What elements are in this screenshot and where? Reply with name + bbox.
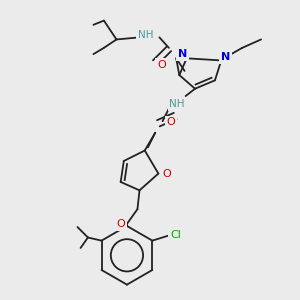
Text: O: O <box>167 117 175 127</box>
Text: Cl: Cl <box>170 230 181 240</box>
Text: O: O <box>116 219 125 229</box>
Text: NH: NH <box>169 99 185 110</box>
Text: O: O <box>162 169 171 178</box>
Text: N: N <box>178 49 187 59</box>
Text: N: N <box>221 52 230 62</box>
Text: NH: NH <box>138 30 154 40</box>
Text: O: O <box>157 60 166 70</box>
